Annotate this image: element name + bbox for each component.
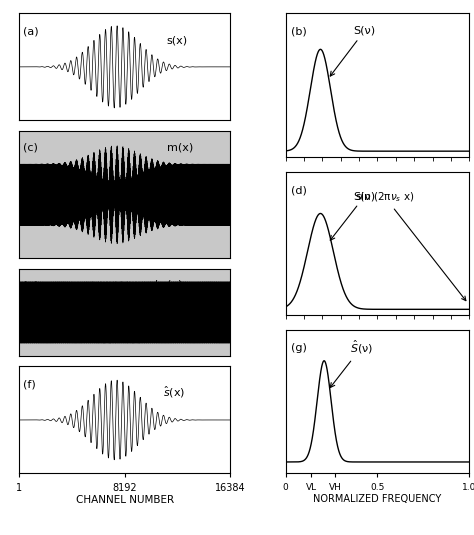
X-axis label: CHANNEL NUMBER: CHANNEL NUMBER xyxy=(75,495,173,505)
Text: $\hat{s}$(x): $\hat{s}$(x) xyxy=(163,385,185,400)
Text: S(ν): S(ν) xyxy=(330,191,375,240)
X-axis label: NORMALIZED FREQUENCY: NORMALIZED FREQUENCY xyxy=(313,494,441,505)
Text: (a): (a) xyxy=(23,27,39,37)
Text: (f): (f) xyxy=(23,380,36,390)
Text: cos $\phi_m$(x): cos $\phi_m$(x) xyxy=(129,278,182,292)
Text: S(ν): S(ν) xyxy=(330,26,375,76)
Text: (e): (e) xyxy=(23,280,39,290)
Text: m(x): m(x) xyxy=(167,142,193,152)
Text: (c): (c) xyxy=(23,142,38,152)
Text: (b): (b) xyxy=(291,27,307,37)
Text: (g): (g) xyxy=(291,343,307,353)
Text: sin (2π$ν_s$ x): sin (2π$ν_s$ x) xyxy=(356,190,466,301)
Text: s(x): s(x) xyxy=(167,35,188,45)
Text: (d): (d) xyxy=(291,185,307,195)
Text: $\hat{S}$(ν): $\hat{S}$(ν) xyxy=(330,339,373,387)
